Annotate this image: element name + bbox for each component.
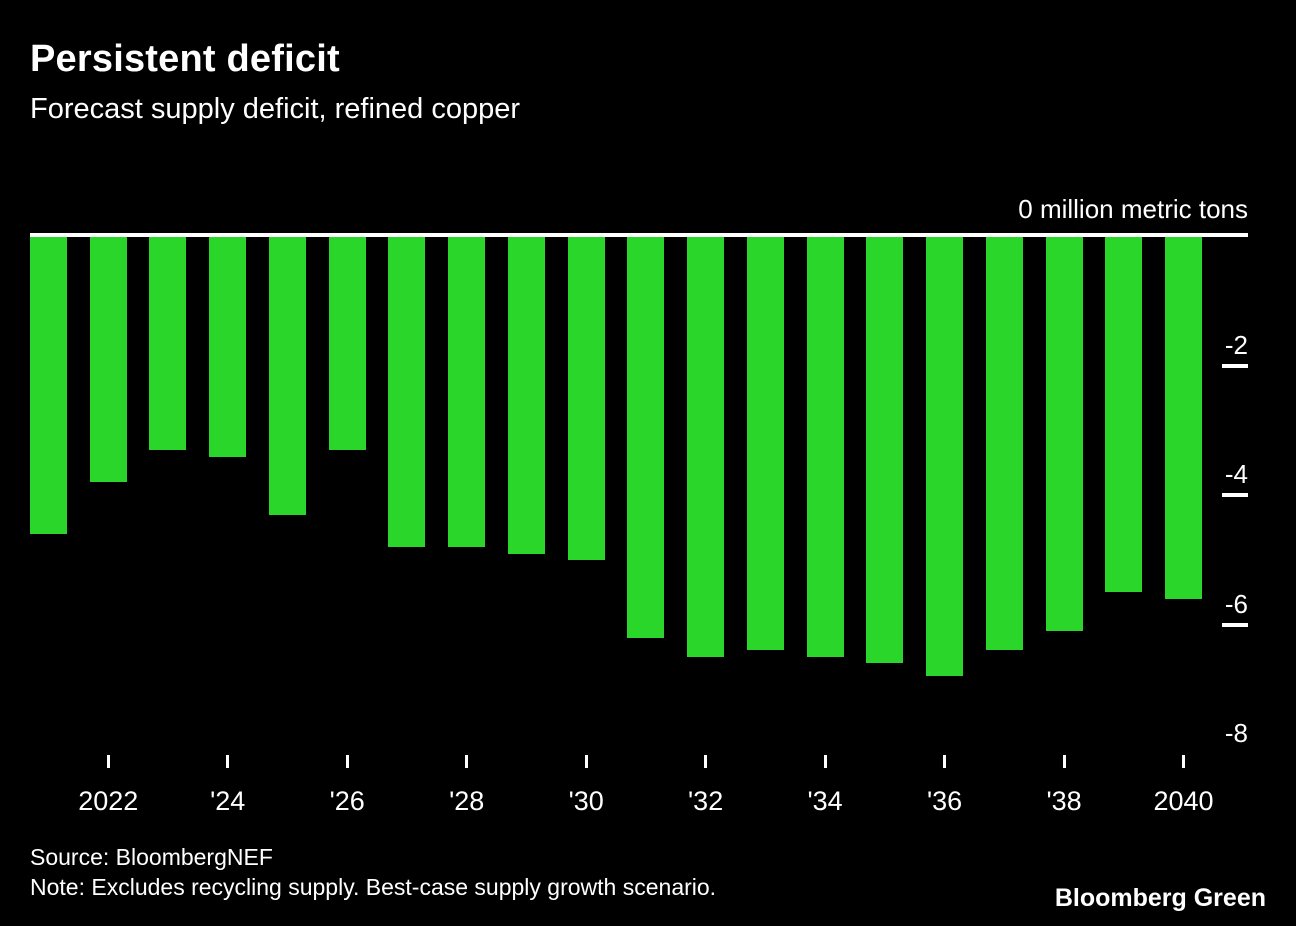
x-axis-tick-34 [823, 755, 827, 768]
y-axis-tick [1222, 364, 1248, 369]
bar-2029 [507, 237, 545, 554]
bar-2040 [1165, 237, 1203, 599]
bar-2033 [746, 237, 784, 651]
x-axis-label-36: '36 [927, 786, 963, 816]
x-axis-tick-36 [943, 755, 947, 768]
x-axis-label-34: '34 [807, 786, 843, 816]
x-axis-label-2022: 2022 [78, 786, 139, 816]
bar-2023 [149, 237, 187, 451]
bar-2031 [627, 237, 665, 638]
y-axis-tick [1222, 622, 1248, 627]
x-axis-label-26: '26 [329, 786, 365, 816]
x-axis-label-28: '28 [449, 786, 485, 816]
bar-2035 [866, 237, 904, 664]
brand-logo: Bloomberg Green [1054, 884, 1266, 912]
y-axis-label--8: -8 [1224, 717, 1248, 748]
y-axis-tick [1222, 493, 1248, 498]
bar-2024 [209, 237, 247, 457]
x-axis-label-2040: 2040 [1153, 786, 1214, 816]
y-axis-label--6: -6 [1224, 588, 1248, 619]
bar-2036 [926, 237, 964, 677]
x-axis-label-24: '24 [210, 786, 246, 816]
x-axis-tick-2022 [106, 755, 110, 768]
bar-2025 [268, 237, 306, 515]
bar-2038 [1045, 237, 1083, 632]
bar-2027 [388, 237, 426, 548]
bar-2022 [89, 237, 127, 483]
bar-2030 [567, 237, 605, 560]
x-axis-tick-26 [345, 755, 349, 768]
x-axis-tick-28 [465, 755, 469, 768]
bar-2021 [30, 237, 67, 535]
bar-2032 [687, 237, 725, 657]
y-axis-label--2: -2 [1224, 330, 1248, 361]
x-axis-tick-24 [226, 755, 230, 768]
bar-2037 [985, 237, 1023, 651]
y-axis-label--4: -4 [1224, 459, 1248, 490]
x-axis-tick-2040 [1182, 755, 1186, 768]
x-axis-label-30: '30 [568, 786, 604, 816]
bar-2034 [806, 237, 844, 657]
x-axis-tick-32 [704, 755, 708, 768]
chart-subtitle: Forecast supply deficit, refined copper [30, 93, 521, 125]
x-axis-label-32: '32 [688, 786, 724, 816]
y-axis-unit-label: 0 million metric tons [1018, 194, 1248, 224]
source-text: Source: BloombergNEF [30, 844, 273, 870]
bar-2028 [448, 237, 486, 548]
x-axis-label-38: '38 [1046, 786, 1082, 816]
bar-2026 [328, 237, 366, 451]
chart-title: Persistent deficit [30, 38, 340, 80]
bar-2039 [1105, 237, 1143, 593]
zero-baseline [30, 233, 1248, 237]
x-axis-tick-38 [1062, 755, 1066, 768]
x-axis-tick-30 [584, 755, 588, 768]
note-text: Note: Excludes recycling supply. Best-ca… [30, 874, 717, 900]
